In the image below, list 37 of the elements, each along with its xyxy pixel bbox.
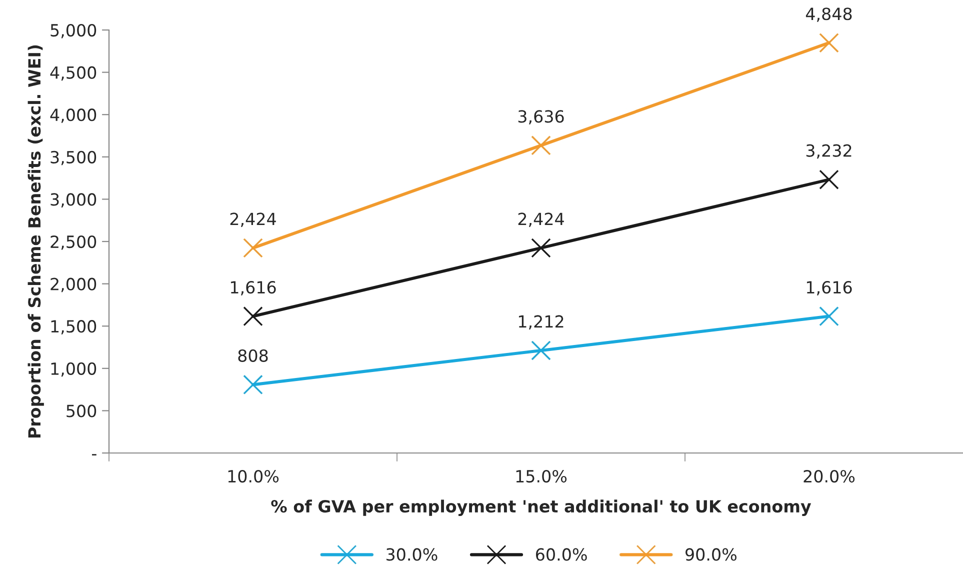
data-label: 1,616: [230, 281, 276, 296]
data-label: 2,424: [230, 212, 276, 227]
x-tick-label: 15.0%: [516, 470, 567, 483]
point: [531, 238, 551, 258]
point: [819, 32, 839, 53]
data-label: 808: [238, 349, 268, 362]
x-tick-label: 20.0%: [804, 470, 855, 483]
point: [819, 306, 839, 326]
y-tick-label: 3,000: [50, 193, 96, 208]
y-tick-label: 4,500: [50, 66, 96, 81]
y-tick-label: 4,000: [50, 108, 96, 123]
point: [243, 306, 263, 326]
y-axis-title: Proportion of Scheme Benefits (excl. WEI): [28, 45, 44, 438]
data-label: 3,232: [806, 144, 852, 159]
x-tick-label: 10.0%: [228, 470, 279, 483]
point: [531, 340, 551, 360]
data-label: 2,424: [518, 212, 564, 227]
y-tick-label: 3,500: [50, 150, 96, 166]
data-label: 3,636: [518, 110, 564, 124]
legend-label: 90.0%: [686, 548, 736, 561]
y-tick-label: -: [92, 454, 96, 456]
point: [531, 136, 551, 156]
legend-label: 30.0%: [386, 548, 438, 561]
point: [243, 374, 263, 395]
x-axis-title: % of GVA per employment 'net additional' to UK economy: [271, 500, 812, 516]
y-tick-label: 1,000: [51, 362, 96, 377]
legend-label: 60.0%: [536, 548, 587, 561]
y-tick-label: 2,500: [50, 235, 96, 250]
data-label: 1,616: [806, 281, 852, 296]
data-label: 4,848: [806, 8, 852, 22]
point: [243, 238, 263, 258]
y-tick-label: 500: [66, 404, 96, 418]
y-tick-label: 5,000: [50, 24, 96, 38]
y-tick-label: 1,500: [51, 320, 96, 334]
data-label: 1,212: [518, 315, 564, 330]
point: [819, 170, 839, 190]
y-tick-label: 2,000: [50, 278, 96, 292]
